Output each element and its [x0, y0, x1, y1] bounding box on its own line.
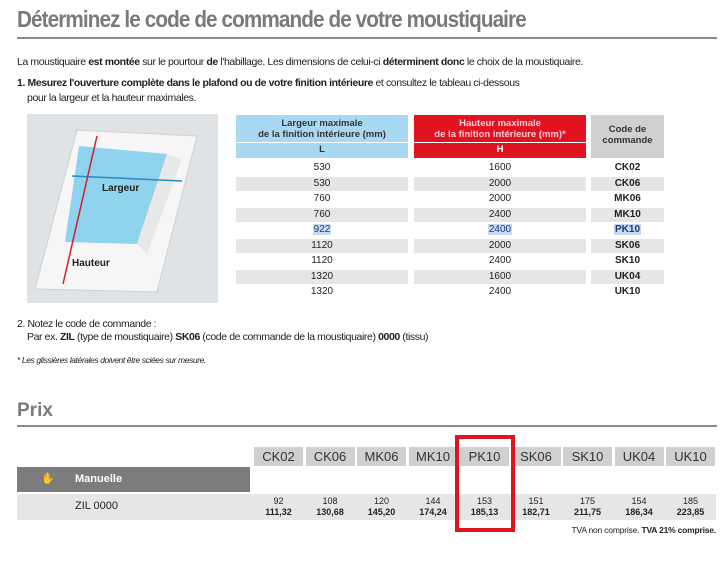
cell-h: 2400: [487, 224, 513, 235]
cell-code: CK02: [614, 162, 641, 173]
price-incl-vat: 182,71: [522, 507, 550, 517]
price-code-header: CK06: [305, 447, 355, 466]
price-incl-vat: 186,34: [625, 507, 653, 517]
cell-code: CK06: [614, 177, 641, 189]
price-excl-vat: 144: [425, 496, 441, 506]
cell-l: 1320: [310, 286, 334, 297]
price-incl-vat: 130,68: [316, 507, 344, 517]
width-header: Largeur maximale de la finition intérieu…: [236, 115, 408, 158]
cell-l: 1320: [310, 270, 334, 282]
cell-l: 760: [313, 193, 331, 204]
cell-code: UK10: [614, 286, 641, 297]
price-incl-vat: 185,13: [470, 507, 499, 517]
price-excl-vat: 92: [273, 496, 284, 506]
price-code-header: UK04: [614, 447, 664, 466]
size-table-row: 530 1600 CK02: [236, 161, 664, 175]
size-table-row: 922 2400 PK10: [236, 223, 664, 237]
intro-text: La moustiquaire est montée sur le pourto…: [17, 56, 583, 68]
price-incl-vat: 174,24: [419, 507, 447, 517]
price-incl-vat: 111,32: [265, 507, 292, 517]
cell-l: 1120: [311, 239, 333, 251]
cell-code: SK10: [614, 255, 640, 266]
price-excl-vat: 108: [322, 496, 338, 506]
hand-icon: ✋: [41, 473, 55, 485]
price-code-header: CK02: [254, 447, 303, 466]
vat-note: TVA non comprise. TVA 21% comprise.: [571, 525, 717, 535]
cell-code: SK06: [614, 239, 640, 251]
price-code-header: SK06: [511, 447, 561, 466]
cell-h: 2400: [488, 208, 512, 220]
selected-highlight-box: [455, 435, 515, 532]
step2-title: 2. Notez le code de commande :: [17, 318, 157, 330]
cell-code: UK04: [614, 270, 641, 282]
hauteur-label: Hauteur: [72, 258, 110, 269]
cell-h: 1600: [488, 270, 512, 282]
step2-example: Par ex. ZIL (type de moustiquaire) SK06 …: [27, 331, 429, 343]
size-table-row: 1320 1600 UK04: [236, 269, 664, 284]
price-cell: 144 174,24: [409, 496, 458, 518]
price-incl-vat: 223,85: [676, 507, 705, 517]
cell-h: 2400: [488, 255, 512, 266]
window-diagram: Largeur Hauteur: [27, 114, 218, 303]
prix-divider: [17, 425, 717, 427]
size-table-row: 1320 2400 UK10: [236, 285, 664, 299]
title-divider: [17, 37, 717, 39]
cell-l: 1120: [311, 255, 333, 266]
largeur-label: Largeur: [102, 183, 139, 194]
category-row: ✋ Manuelle: [17, 467, 250, 492]
price-cell: 108 130,68: [306, 496, 355, 518]
size-table-row: 530 2000 CK06: [236, 176, 664, 191]
price-cell: 92 111,32: [254, 496, 303, 518]
price-code-header: MK06: [357, 447, 406, 466]
price-cell: 185 223,85: [666, 496, 715, 518]
price-code-header: MK10: [408, 447, 458, 466]
price-incl-vat: 211,75: [573, 507, 602, 517]
size-table-row: 1120 2000 SK06: [236, 238, 664, 253]
cell-l: 530: [313, 162, 331, 173]
cell-l: 530: [313, 177, 331, 189]
step1-text: 1. Mesurez l'ouverture complète dans le …: [17, 77, 520, 89]
price-cell: 153 185,13: [460, 496, 509, 518]
price-code-header: UK10: [666, 447, 715, 466]
cell-code: PK10: [613, 224, 641, 235]
cell-h: 2000: [488, 239, 512, 251]
cell-h: 2000: [488, 193, 512, 204]
price-excl-vat: 185: [682, 496, 699, 506]
price-excl-vat: 153: [476, 496, 493, 506]
price-excl-vat: 154: [631, 496, 647, 506]
price-cell: 120 145,20: [357, 496, 406, 518]
height-header: Hauteur maximale de la finition intérieu…: [414, 115, 586, 158]
cell-l: 922: [312, 224, 332, 235]
price-code-header: SK10: [563, 447, 612, 466]
cell-code: MK10: [614, 208, 641, 220]
cell-h: 1600: [488, 162, 512, 173]
product-row: ZIL 0000: [17, 494, 716, 520]
cell-h: 2000: [488, 177, 512, 189]
cell-code: MK06: [614, 193, 641, 204]
price-code-header: PK10: [460, 447, 509, 466]
code-header: Code de commande: [591, 115, 664, 158]
price-excl-vat: 175: [579, 496, 596, 506]
price-excl-vat: 120: [373, 496, 390, 506]
size-table-row: 760 2400 MK10: [236, 207, 664, 222]
price-cell: 175 211,75: [563, 496, 612, 518]
size-table-row: 1120 2400 SK10: [236, 254, 664, 268]
footnote: * Les glissières latérales doivent être …: [17, 355, 206, 365]
step1-line2: pour la largeur et la hauteur maximales.: [27, 92, 197, 104]
prix-title: Prix: [17, 400, 53, 421]
cell-l: 760: [313, 208, 331, 220]
price-excl-vat: 151: [528, 496, 544, 506]
cell-h: 2400: [488, 286, 512, 297]
size-table-row: 760 2000 MK06: [236, 192, 664, 206]
page-title: Déterminez le code de commande de votre …: [17, 6, 527, 32]
price-cell: 154 186,34: [615, 496, 664, 518]
price-incl-vat: 145,20: [367, 507, 396, 517]
price-cell: 151 182,71: [512, 496, 561, 518]
